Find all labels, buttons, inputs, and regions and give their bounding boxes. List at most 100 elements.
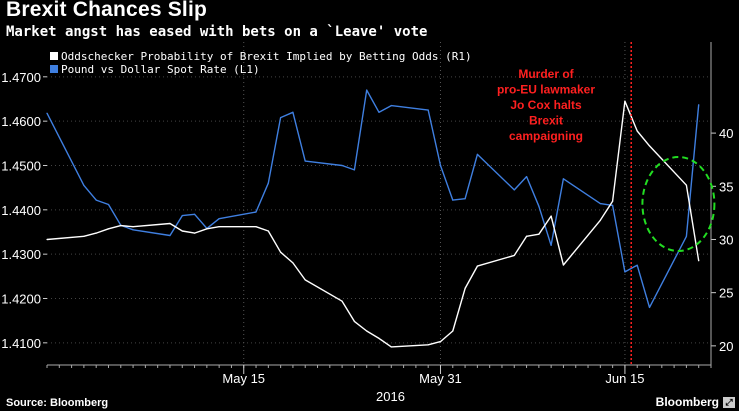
pound-dollar-point bbox=[599, 203, 601, 205]
brexit-odds-point bbox=[439, 340, 442, 343]
right-tick-label: 20 bbox=[719, 339, 733, 354]
brexit-odds-line bbox=[46, 100, 700, 348]
brexit-odds-point bbox=[206, 228, 208, 230]
brexit-odds-point bbox=[562, 264, 565, 266]
brexit-odds-point bbox=[107, 228, 110, 230]
brexit-odds-point bbox=[538, 233, 540, 235]
left-tick-label: 1.4600 bbox=[1, 114, 41, 129]
brexit-odds-point bbox=[452, 330, 454, 332]
pound-dollar-point bbox=[562, 178, 565, 180]
pound-dollar-point bbox=[612, 204, 614, 206]
pound-dollar-point bbox=[624, 271, 626, 273]
x-year-label: 2016 bbox=[376, 389, 405, 404]
brexit-odds-point bbox=[181, 230, 183, 232]
expand-icon[interactable]: ⤢ bbox=[723, 396, 735, 408]
pound-dollar-point bbox=[83, 184, 85, 187]
brexit-odds-point bbox=[427, 344, 429, 346]
brexit-odds-point bbox=[304, 279, 306, 281]
annotation-text-line: Jo Cox halts bbox=[510, 98, 582, 112]
brexit-odds-point bbox=[267, 230, 269, 232]
annotation-text-line: Murder of bbox=[518, 67, 574, 81]
right-tick-label: 40 bbox=[719, 126, 733, 141]
brexit-odds-point bbox=[366, 330, 368, 332]
brexit-odds-point bbox=[83, 235, 85, 237]
pound-dollar-point bbox=[464, 198, 466, 200]
brexit-odds-point bbox=[353, 320, 356, 322]
highlight-circle bbox=[641, 156, 716, 252]
right-tick-label: 25 bbox=[719, 286, 733, 301]
left-tick-label: 1.4700 bbox=[1, 70, 41, 85]
pound-dollar-point bbox=[193, 213, 196, 215]
pound-dollar-point bbox=[550, 244, 552, 246]
pound-dollar-point bbox=[452, 199, 454, 201]
pound-dollar-point bbox=[648, 306, 651, 308]
brexit-odds-point bbox=[292, 262, 294, 264]
pound-dollar-point bbox=[46, 112, 48, 114]
brexit-odds-point bbox=[255, 226, 257, 228]
pound-dollar-point bbox=[95, 199, 97, 201]
chart-subtitle: Market angst has eased with bets on a `L… bbox=[6, 24, 428, 40]
brexit-odds-point bbox=[341, 300, 343, 302]
chart-series bbox=[46, 89, 700, 348]
pound-dollar-point bbox=[280, 117, 282, 119]
pound-dollar-point bbox=[107, 203, 110, 206]
annotation-text-line: Brexit bbox=[529, 114, 563, 128]
pound-dollar-point bbox=[698, 104, 700, 106]
chart-title: Brexit Chances Slip bbox=[6, 0, 208, 21]
legend-label: Pound vs Dollar Spot Rate (L1) bbox=[61, 63, 260, 76]
source-note: Source: Bloomberg bbox=[6, 397, 109, 409]
pound-dollar-point bbox=[292, 111, 294, 113]
legend-swatch bbox=[50, 52, 58, 60]
pound-dollar-point bbox=[181, 214, 183, 217]
chart-axes: 1.4100 1.4200 1.4300 1.4400 1.4500 1.4600 1.47… bbox=[1, 42, 733, 404]
brand-logo: Bloomberg ⤢ bbox=[656, 395, 735, 409]
brexit-odds-point bbox=[636, 130, 638, 132]
left-tick-label: 1.4500 bbox=[1, 158, 41, 173]
brexit-odds-point bbox=[624, 100, 626, 102]
brexit-odds-point bbox=[193, 232, 196, 234]
left-tick-label: 1.4400 bbox=[1, 203, 41, 218]
brexit-odds-point bbox=[698, 260, 700, 262]
left-tick-label: 1.4300 bbox=[1, 247, 41, 262]
brexit-odds-point bbox=[95, 232, 97, 234]
left-tick-label: 1.4100 bbox=[1, 336, 41, 351]
brexit-odds-point bbox=[120, 225, 122, 227]
annotation-text-line: campaigning bbox=[509, 129, 583, 143]
brexit-odds-point bbox=[612, 200, 614, 202]
pound-dollar-point bbox=[366, 89, 368, 91]
brexit-odds-point bbox=[378, 337, 380, 340]
pound-dollar-point bbox=[636, 264, 638, 266]
pound-dollar-point bbox=[390, 105, 392, 107]
pound-dollar-line bbox=[46, 89, 700, 309]
pound-dollar-point bbox=[267, 182, 269, 184]
brexit-odds-point bbox=[46, 238, 48, 241]
pound-dollar-point bbox=[169, 234, 171, 237]
pound-dollar-point bbox=[378, 111, 380, 113]
brand-name: Bloomberg bbox=[655, 395, 719, 409]
chart-grid bbox=[47, 42, 711, 365]
brexit-odds-point bbox=[218, 226, 220, 228]
brexit-odds-point bbox=[685, 184, 688, 186]
brexit-odds-point bbox=[550, 215, 552, 217]
pound-dollar-point bbox=[525, 175, 528, 178]
brexit-odds-point bbox=[280, 251, 282, 253]
pound-dollar-point bbox=[476, 153, 478, 156]
pound-dollar-point bbox=[218, 218, 220, 220]
brexit-odds-point bbox=[169, 222, 171, 225]
brexit-odds-point bbox=[476, 265, 478, 267]
left-tick-label: 1.4200 bbox=[1, 291, 41, 306]
pound-dollar-point bbox=[513, 189, 515, 191]
brexit-odds-point bbox=[132, 226, 134, 228]
x-tick-label: Jun 15 bbox=[605, 371, 644, 386]
right-tick-label: 35 bbox=[719, 179, 733, 194]
pound-dollar-point bbox=[255, 211, 257, 213]
brexit-odds-point bbox=[525, 235, 528, 237]
x-tick-label: May 31 bbox=[419, 371, 462, 386]
pound-dollar-point bbox=[304, 160, 306, 162]
legend-swatch bbox=[50, 65, 58, 73]
brexit-odds-point bbox=[390, 346, 392, 348]
pound-dollar-point bbox=[439, 164, 442, 167]
brexit-odds-point bbox=[599, 219, 601, 221]
pound-dollar-point bbox=[353, 169, 356, 171]
